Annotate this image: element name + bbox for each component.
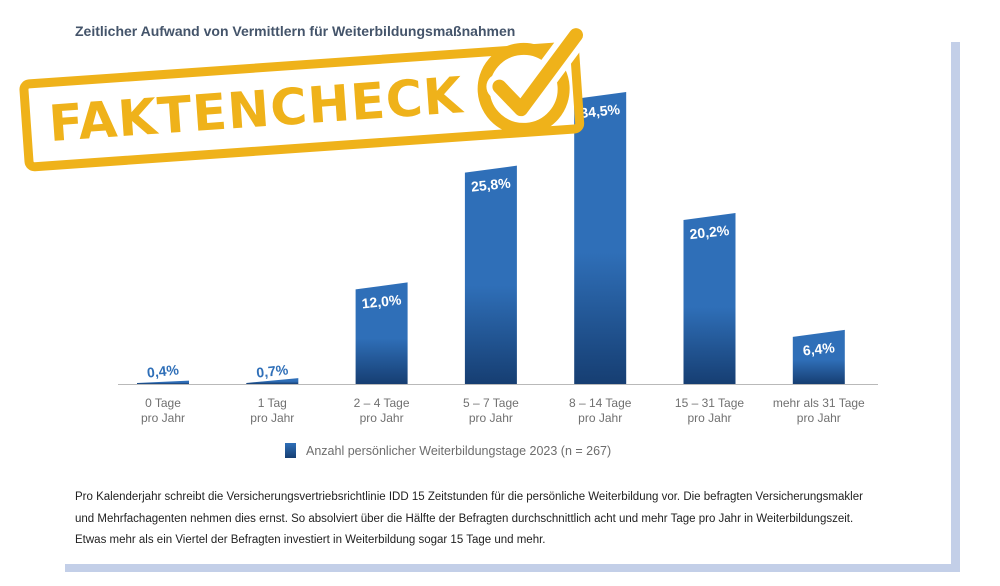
chart-title: Zeitlicher Aufwand von Vermittlern für W… — [75, 23, 516, 39]
bar-chart: 0,4% 0,7%12,0%25,8%34,5%20,2%6,4% 0 Tagep… — [118, 92, 878, 425]
chart-legend: Anzahl persönlicher Weiterbildungstage 2… — [285, 443, 611, 458]
x-tick-label: mehr als 31 Tage — [773, 396, 865, 410]
checkmark-circle-icon — [477, 22, 590, 135]
frame-border-right — [951, 42, 960, 572]
data-label: 20,2% — [689, 222, 731, 242]
footnote-line: und Mehrfachagenten nehmen dies ernst. S… — [75, 512, 854, 525]
bar — [246, 378, 299, 384]
bar — [574, 92, 627, 384]
frame-border-bottom — [65, 564, 960, 572]
footnote: Pro Kalenderjahr schreibt die Versicheru… — [75, 487, 935, 552]
data-label: 0,4% — [146, 361, 180, 380]
bar — [137, 380, 189, 384]
x-tick-label: pro Jahr — [578, 411, 622, 425]
x-tick-label: pro Jahr — [469, 411, 513, 425]
x-tick-label: pro Jahr — [360, 411, 404, 425]
data-label: 6,4% — [802, 339, 836, 358]
legend-swatch — [285, 443, 296, 458]
x-tick-label: pro Jahr — [141, 411, 185, 425]
x-tick-label: pro Jahr — [797, 411, 841, 425]
x-tick-label: 0 Tage — [145, 396, 181, 410]
bar — [792, 329, 845, 384]
x-tick-label: 15 – 31 Tage — [675, 396, 745, 410]
x-tick-label: 8 – 14 Tage — [569, 396, 632, 410]
x-tick-label: 5 – 7 Tage — [463, 396, 519, 410]
x-tick-label: pro Jahr — [250, 411, 294, 425]
bar — [464, 165, 517, 384]
bar — [355, 282, 408, 384]
footnote-line: Pro Kalenderjahr schreibt die Versicheru… — [75, 491, 863, 503]
data-label: 0,7% — [255, 361, 289, 380]
x-tick-label: pro Jahr — [687, 411, 731, 425]
data-label: 25,8% — [470, 175, 512, 195]
legend-label: Anzahl persönlicher Weiterbildungstage 2… — [306, 443, 612, 458]
x-tick-label: 1 Tag — [258, 396, 287, 410]
bar — [683, 213, 736, 384]
x-tick-label: 2 – 4 Tage — [354, 396, 410, 410]
faktencheck-stamp: FAKTENCHECK — [18, 22, 590, 172]
footnote-line: Etwas mehr als ein Viertel der Befragten… — [75, 534, 546, 546]
data-label: 12,0% — [361, 291, 403, 311]
data-label: 34,5% — [580, 101, 622, 121]
